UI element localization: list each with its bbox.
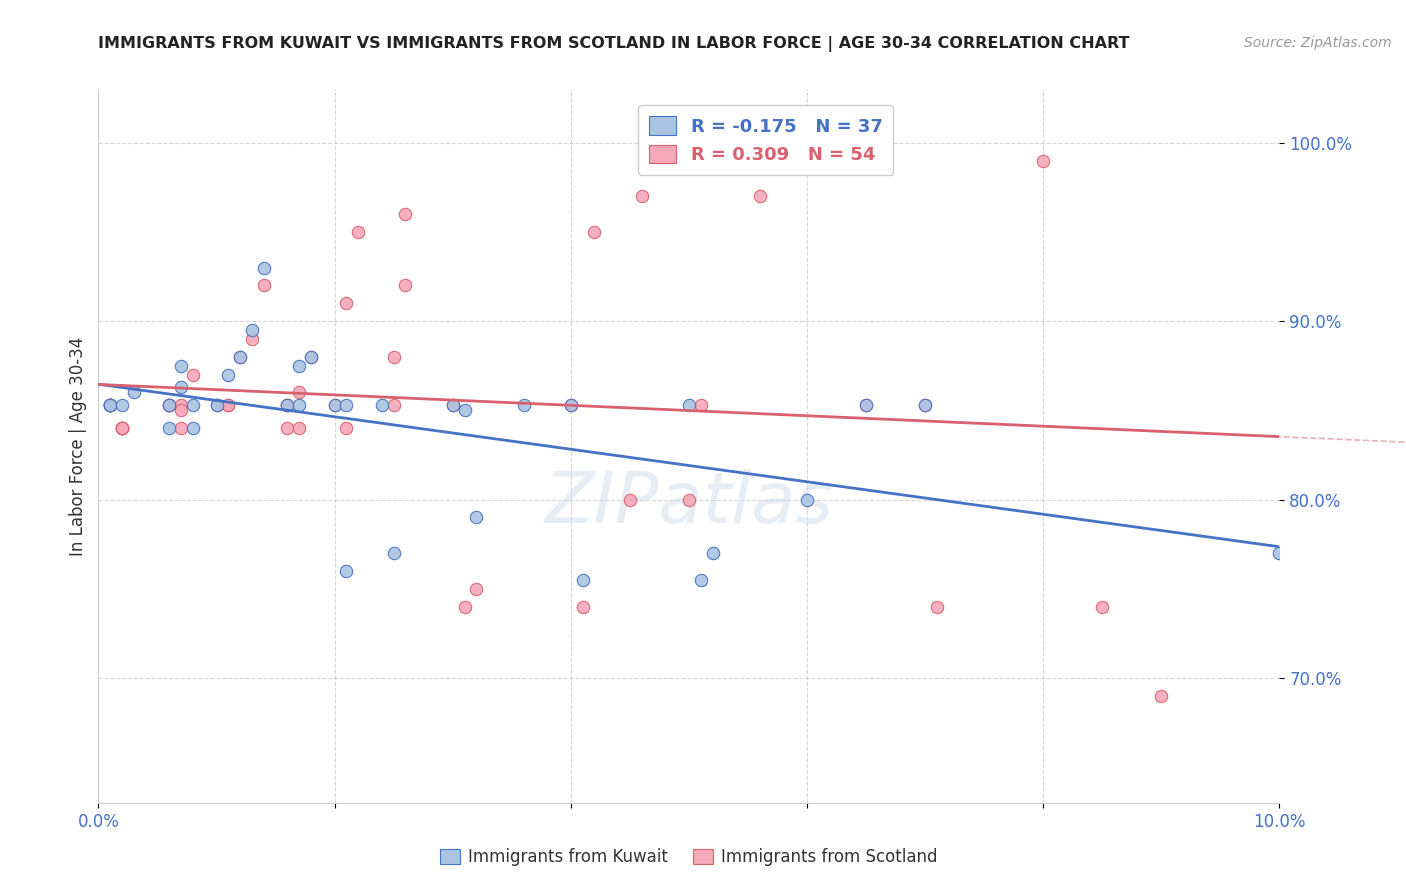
Point [571, 573, 593, 587]
Point [98, 398, 121, 412]
Point [170, 398, 193, 412]
Point [441, 398, 464, 412]
Point [170, 403, 193, 417]
Point [299, 350, 322, 364]
Point [240, 332, 263, 346]
Point [394, 207, 416, 221]
Point [382, 398, 405, 412]
Point [111, 421, 134, 435]
Point [157, 398, 180, 412]
Point [276, 421, 298, 435]
Point [512, 398, 534, 412]
Point [98, 398, 121, 412]
Point [1091, 599, 1114, 614]
Point [394, 278, 416, 293]
Point [914, 398, 936, 412]
Point [205, 398, 228, 412]
Point [796, 492, 818, 507]
Point [299, 350, 322, 364]
Point [170, 421, 193, 435]
Point [111, 421, 134, 435]
Point [240, 323, 263, 337]
Point [181, 368, 204, 382]
Point [382, 350, 405, 364]
Point [382, 546, 405, 560]
Point [205, 398, 228, 412]
Point [925, 599, 948, 614]
Point [1268, 546, 1291, 560]
Point [229, 350, 252, 364]
Point [453, 599, 475, 614]
Point [335, 564, 357, 578]
Point [689, 573, 711, 587]
Point [630, 189, 652, 203]
Point [323, 398, 346, 412]
Point [855, 398, 877, 412]
Point [914, 398, 936, 412]
Point [229, 350, 252, 364]
Point [335, 421, 357, 435]
Point [157, 398, 180, 412]
Point [796, 153, 818, 168]
Point [453, 403, 475, 417]
Point [170, 380, 193, 394]
Point [288, 398, 311, 412]
Point [560, 398, 582, 412]
Point [111, 421, 134, 435]
Point [335, 296, 357, 310]
Point [217, 398, 239, 412]
Point [181, 398, 204, 412]
Point [702, 546, 724, 560]
Point [157, 421, 180, 435]
Point [288, 421, 311, 435]
Text: Source: ZipAtlas.com: Source: ZipAtlas.com [1244, 36, 1392, 50]
Text: IMMIGRANTS FROM KUWAIT VS IMMIGRANTS FROM SCOTLAND IN LABOR FORCE | AGE 30-34 CO: IMMIGRANTS FROM KUWAIT VS IMMIGRANTS FRO… [98, 36, 1130, 52]
Point [276, 398, 298, 412]
Y-axis label: In Labor Force | Age 30-34: In Labor Force | Age 30-34 [69, 336, 87, 556]
Point [748, 189, 770, 203]
Point [465, 582, 488, 596]
Point [678, 492, 700, 507]
Point [98, 398, 121, 412]
Point [98, 398, 121, 412]
Point [288, 385, 311, 400]
Point [170, 359, 193, 373]
Point [560, 398, 582, 412]
Point [253, 260, 276, 275]
Point [217, 398, 239, 412]
Point [619, 492, 641, 507]
Point [157, 398, 180, 412]
Point [276, 398, 298, 412]
Point [98, 398, 121, 412]
Point [288, 359, 311, 373]
Point [98, 398, 121, 412]
Point [111, 421, 134, 435]
Point [253, 278, 276, 293]
Point [371, 398, 394, 412]
Point [441, 398, 464, 412]
Point [335, 398, 357, 412]
Point [157, 398, 180, 412]
Point [583, 225, 606, 239]
Point [111, 398, 134, 412]
Point [465, 510, 488, 524]
Point [855, 398, 877, 412]
Point [1150, 689, 1173, 703]
Point [678, 398, 700, 412]
Legend: Immigrants from Kuwait, Immigrants from Scotland: Immigrants from Kuwait, Immigrants from … [433, 842, 945, 873]
Text: ZIPatlas: ZIPatlas [544, 468, 834, 538]
Point [571, 599, 593, 614]
Point [122, 385, 145, 400]
Point [181, 421, 204, 435]
Point [323, 398, 346, 412]
Point [217, 368, 239, 382]
Point [98, 398, 121, 412]
Point [347, 225, 370, 239]
Point [1032, 153, 1054, 168]
Point [276, 398, 298, 412]
Point [689, 398, 711, 412]
